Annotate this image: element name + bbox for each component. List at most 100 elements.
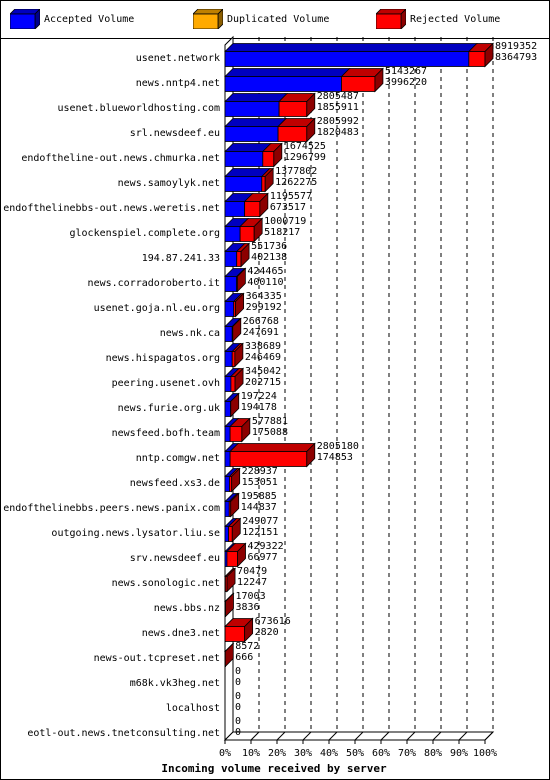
- total-volume-label: 364335: [246, 291, 282, 302]
- bar-group: endofthelinebbs.peers.news.panix.com 1958…: [3, 491, 277, 518]
- accepted-volume-label: 299192: [246, 302, 282, 313]
- total-volume-label: 429322: [248, 541, 284, 552]
- total-volume-label: 551736: [251, 241, 287, 252]
- total-volume-label: 17003: [235, 591, 265, 602]
- bar-side: [236, 267, 246, 293]
- bar-segment-accepted-volume: [224, 118, 288, 142]
- x-tick-label: 60%: [372, 748, 390, 759]
- bar-group: m68k.vk3heg.net 00: [130, 666, 241, 689]
- bar-side: [230, 492, 240, 518]
- floor-tick: [458, 731, 468, 741]
- x-tick-label: 20%: [268, 748, 286, 759]
- x-tick-label: 0%: [219, 748, 231, 759]
- category-label: news.corradoroberto.it: [88, 278, 220, 289]
- accepted-volume-label: 518217: [264, 227, 300, 238]
- bar-segment-accepted-volume: [224, 143, 272, 167]
- bar-group: endofthelinebbs-out.news.weretis.net 1195…: [3, 191, 312, 218]
- total-volume-label: 338689: [245, 341, 281, 352]
- total-volume-label: 1195577: [270, 191, 312, 202]
- category-label: nntp.comgw.net: [136, 453, 220, 464]
- bar-side: [234, 367, 244, 393]
- bar-segment-rejected-volume: [278, 93, 316, 117]
- category-label: m68k.vk3heg.net: [130, 678, 220, 689]
- bar-side: [306, 117, 316, 143]
- bar-segment-rejected-volume: [224, 618, 254, 642]
- bar-side: [259, 192, 269, 218]
- accepted-volume-label: 3836: [235, 602, 259, 613]
- category-label: srl.newsdeef.eu: [130, 128, 220, 139]
- total-volume-label: 0: [235, 666, 241, 677]
- bar-side: [264, 167, 274, 193]
- accepted-volume-label: 247691: [243, 327, 279, 338]
- bar-side: [226, 567, 236, 593]
- total-volume-label: 345042: [245, 366, 281, 377]
- legend-item-rejected-volume: Rejected Volume: [376, 8, 500, 30]
- total-volume-label: 228937: [242, 466, 278, 477]
- bar-side: [253, 217, 263, 243]
- category-label: srv.newsdeef.eu: [130, 553, 220, 564]
- accepted-volume-label: 1820483: [317, 127, 359, 138]
- accepted-volume-label: 1262275: [275, 177, 317, 188]
- category-label: news.furie.org.uk: [118, 403, 220, 414]
- category-label: newsfeed.bofh.team: [112, 428, 220, 439]
- total-volume-label: 266768: [243, 316, 279, 327]
- bar-side: [230, 392, 240, 418]
- accepted-volume-label: 122151: [242, 527, 278, 538]
- bar-segment-accepted-volume: [224, 43, 478, 67]
- total-volume-label: 2805180: [317, 441, 359, 452]
- total-volume-label: 197224: [241, 391, 277, 402]
- accepted-volume-label: 400110: [247, 277, 283, 288]
- category-label: glockenspiel.complete.org: [69, 228, 220, 239]
- accepted-volume-label: 202715: [245, 377, 281, 388]
- bar-side: [235, 292, 245, 318]
- legend-swatch: [376, 9, 406, 29]
- category-label: news.samoylyk.net: [118, 178, 220, 189]
- accepted-volume-label: 402138: [251, 252, 287, 263]
- category-label: peering.usenet.ovh: [112, 378, 220, 389]
- category-label: usenet.network: [136, 53, 220, 64]
- legend-label: Duplicated Volume: [227, 13, 330, 25]
- floor-tick: [302, 731, 312, 741]
- category-label: localhost: [166, 703, 220, 714]
- category-label: news.dne3.net: [142, 628, 220, 639]
- x-axis-title: Incoming volume received by server: [161, 762, 387, 775]
- floor-tick: [432, 731, 442, 741]
- x-tick-label: 70%: [398, 748, 416, 759]
- x-tick-label: 40%: [320, 748, 338, 759]
- total-volume-label: 0: [235, 716, 241, 727]
- total-volume-label: 8919352: [495, 41, 537, 52]
- category-label: news.bbs.nz: [154, 603, 220, 614]
- accepted-volume-label: 1855911: [317, 102, 359, 113]
- bar-segment-accepted-volume: [224, 168, 271, 192]
- total-volume-label: 1377802: [275, 166, 317, 177]
- legend-label: Rejected Volume: [410, 13, 501, 25]
- floor-tick: [380, 731, 390, 741]
- accepted-volume-label: 0: [235, 727, 241, 738]
- total-volume-label: 1674525: [284, 141, 326, 152]
- category-label: newsfeed.xs3.de: [130, 478, 220, 489]
- bar-segment-accepted-volume: [224, 68, 351, 92]
- category-label: eotl-out.news.tnetconsulting.net: [27, 728, 220, 739]
- x-tick-label: 10%: [242, 748, 260, 759]
- accepted-volume-label: 0: [235, 677, 241, 688]
- total-volume-label: 1000719: [264, 216, 306, 227]
- x-tick-label: 100%: [473, 748, 497, 759]
- bar-side: [244, 617, 254, 643]
- bar-group: eotl-out.news.tnetconsulting.net 00: [27, 716, 241, 739]
- legend: Accepted Volume Duplicated Volume Rejected…: [0, 0, 550, 39]
- bar-group: localhost 00: [166, 691, 241, 714]
- bar-segment-rejected-volume: [277, 118, 316, 142]
- category-label: usenet.blueworldhosting.com: [57, 103, 220, 114]
- total-volume-label: 2805992: [317, 116, 359, 127]
